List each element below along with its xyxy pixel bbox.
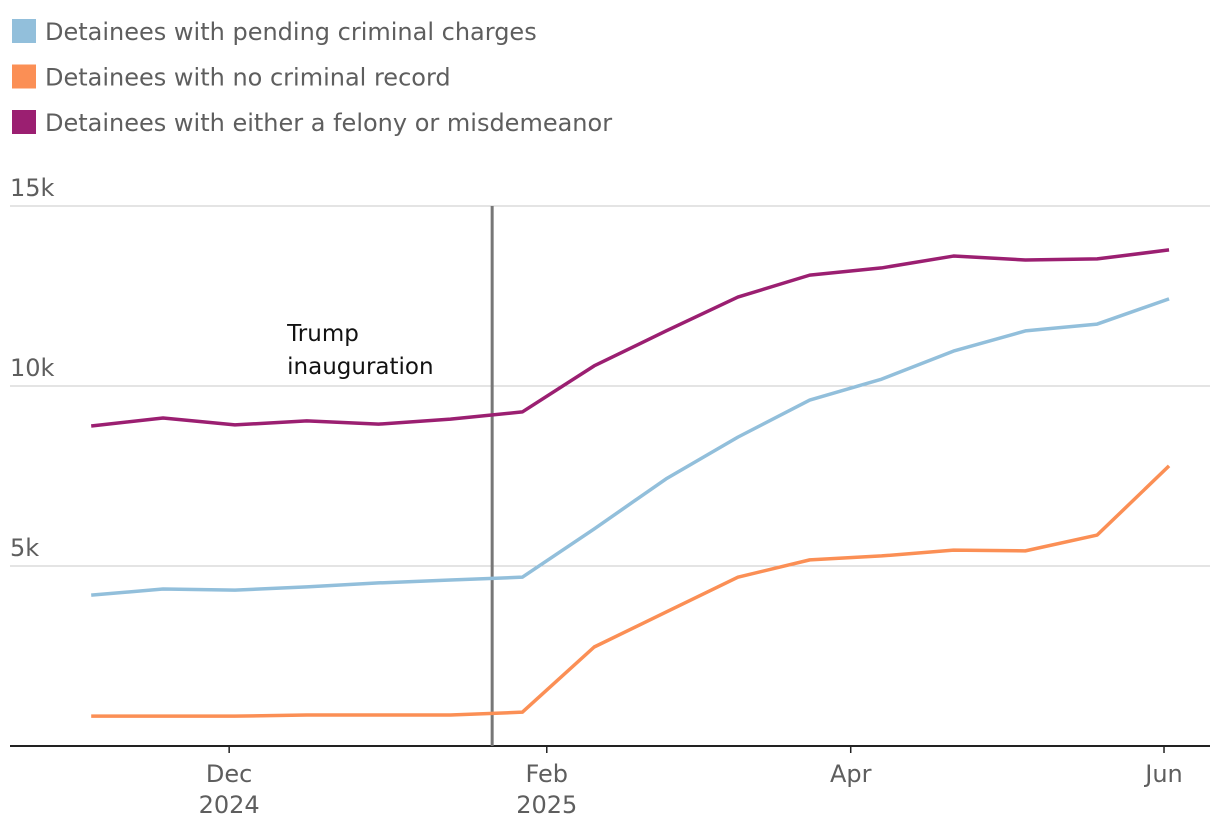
y-tick-label: 15k [10, 174, 55, 202]
x-tick-year: 2025 [516, 791, 577, 819]
x-tick-label: Jun [1143, 760, 1183, 788]
annotation-text: Trump [286, 321, 359, 347]
x-tick-label: Dec [206, 760, 252, 788]
annotation-text: inauguration [287, 354, 433, 380]
legend-swatch [12, 110, 36, 134]
legend-label: Detainees with pending criminal charges [45, 18, 537, 46]
x-tick-year: 2024 [199, 791, 260, 819]
series-line [91, 464, 1171, 718]
legend-label: Detainees with no criminal record [45, 64, 451, 92]
series-line [91, 248, 1170, 428]
series-line [91, 297, 1170, 597]
legend-swatch [12, 64, 36, 89]
x-tick-label: Apr [830, 760, 872, 788]
y-tick-label: 5k [10, 534, 39, 562]
legend-swatch [12, 19, 36, 43]
legend-label: Detainees with either a felony or misdem… [45, 109, 612, 137]
y-tick-label: 10k [10, 354, 55, 382]
x-tick-label: Feb [526, 760, 569, 788]
